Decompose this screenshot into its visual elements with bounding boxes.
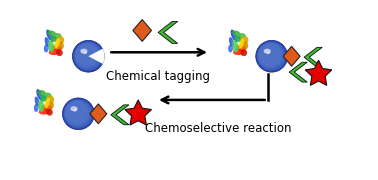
Circle shape xyxy=(258,43,284,68)
Ellipse shape xyxy=(42,93,51,99)
Circle shape xyxy=(74,42,103,71)
Ellipse shape xyxy=(56,36,64,45)
Ellipse shape xyxy=(263,49,271,54)
Circle shape xyxy=(259,44,282,67)
Polygon shape xyxy=(90,104,107,124)
Ellipse shape xyxy=(50,36,57,42)
Circle shape xyxy=(75,43,100,68)
Ellipse shape xyxy=(236,33,246,39)
Ellipse shape xyxy=(235,45,246,52)
Ellipse shape xyxy=(80,49,87,54)
Circle shape xyxy=(257,42,286,71)
Ellipse shape xyxy=(47,101,54,109)
Ellipse shape xyxy=(232,31,240,35)
Polygon shape xyxy=(158,22,178,43)
Text: Chemoselective reaction: Chemoselective reaction xyxy=(145,122,291,135)
Circle shape xyxy=(62,98,94,130)
Ellipse shape xyxy=(45,98,50,108)
Ellipse shape xyxy=(241,41,248,50)
Circle shape xyxy=(257,41,287,71)
Ellipse shape xyxy=(233,49,245,55)
Polygon shape xyxy=(111,105,129,125)
Ellipse shape xyxy=(36,106,38,109)
Circle shape xyxy=(63,99,93,129)
Ellipse shape xyxy=(45,37,50,47)
Ellipse shape xyxy=(54,38,60,48)
Polygon shape xyxy=(304,47,322,67)
Ellipse shape xyxy=(51,45,62,52)
Polygon shape xyxy=(305,60,332,85)
Ellipse shape xyxy=(46,46,48,50)
Circle shape xyxy=(65,101,89,125)
Ellipse shape xyxy=(39,108,50,115)
Polygon shape xyxy=(283,46,300,66)
Ellipse shape xyxy=(49,49,60,55)
Polygon shape xyxy=(133,20,152,41)
Ellipse shape xyxy=(39,93,42,98)
Circle shape xyxy=(74,42,101,69)
Ellipse shape xyxy=(231,46,232,50)
Text: Chemical tagging: Chemical tagging xyxy=(106,70,210,83)
Ellipse shape xyxy=(40,95,46,102)
Ellipse shape xyxy=(70,106,77,111)
Circle shape xyxy=(64,100,91,127)
Ellipse shape xyxy=(37,90,46,95)
Ellipse shape xyxy=(36,89,42,100)
Circle shape xyxy=(258,42,284,69)
Ellipse shape xyxy=(228,44,233,52)
Ellipse shape xyxy=(52,33,62,39)
Ellipse shape xyxy=(231,40,234,44)
Circle shape xyxy=(75,44,99,67)
Ellipse shape xyxy=(42,105,52,111)
Circle shape xyxy=(73,40,104,72)
Ellipse shape xyxy=(56,49,63,56)
Circle shape xyxy=(66,102,88,123)
Ellipse shape xyxy=(233,34,236,38)
Circle shape xyxy=(75,43,99,67)
Ellipse shape xyxy=(73,109,77,112)
Ellipse shape xyxy=(38,100,44,112)
Polygon shape xyxy=(125,100,152,125)
Ellipse shape xyxy=(47,31,56,35)
Circle shape xyxy=(64,100,92,127)
Circle shape xyxy=(258,43,283,67)
Ellipse shape xyxy=(47,40,49,44)
Ellipse shape xyxy=(46,95,54,104)
Ellipse shape xyxy=(235,33,238,35)
Ellipse shape xyxy=(37,100,39,104)
Ellipse shape xyxy=(267,51,270,54)
Ellipse shape xyxy=(46,109,53,116)
Ellipse shape xyxy=(240,36,248,45)
Circle shape xyxy=(257,42,285,70)
Ellipse shape xyxy=(239,38,244,48)
Ellipse shape xyxy=(50,33,54,35)
Ellipse shape xyxy=(240,49,247,56)
Ellipse shape xyxy=(57,41,64,50)
Ellipse shape xyxy=(229,37,234,47)
Circle shape xyxy=(73,41,104,71)
Ellipse shape xyxy=(48,40,54,53)
Circle shape xyxy=(256,40,288,72)
Polygon shape xyxy=(289,62,307,82)
Ellipse shape xyxy=(46,30,53,41)
Ellipse shape xyxy=(232,40,239,53)
Ellipse shape xyxy=(40,93,43,95)
Circle shape xyxy=(74,42,102,70)
Ellipse shape xyxy=(48,34,51,38)
Ellipse shape xyxy=(231,30,237,41)
Ellipse shape xyxy=(44,44,49,52)
Ellipse shape xyxy=(84,51,87,54)
Circle shape xyxy=(65,100,90,126)
Circle shape xyxy=(65,101,88,124)
Wedge shape xyxy=(88,49,105,64)
Ellipse shape xyxy=(34,104,39,112)
Circle shape xyxy=(64,99,93,128)
Ellipse shape xyxy=(35,97,40,107)
Ellipse shape xyxy=(234,36,241,42)
Circle shape xyxy=(76,44,98,66)
Circle shape xyxy=(259,44,281,66)
